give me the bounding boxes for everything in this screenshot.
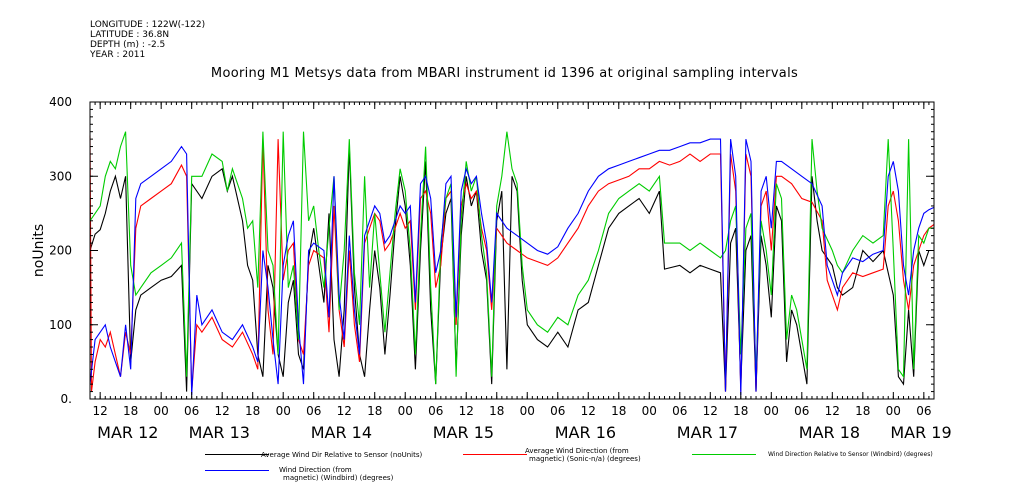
x-tick-label: 00 xyxy=(276,404,291,418)
y-tick-label: 0. xyxy=(61,392,72,406)
x-tick-label: 18 xyxy=(489,404,504,418)
x-tick-label: 00 xyxy=(520,404,535,418)
meta-depth: DEPTH (m) : -2.5 xyxy=(90,40,166,50)
series-line-3 xyxy=(89,138,935,396)
x-day-label: MAR 16 xyxy=(555,423,616,442)
x-tick-label: 00 xyxy=(398,404,413,418)
x-tick-label: 00 xyxy=(154,404,169,418)
x-tick-label: 12 xyxy=(215,404,230,418)
legend-label: Wind Direction Relative to Sensor (Windb… xyxy=(768,451,933,458)
x-tick-label: 18 xyxy=(611,404,626,418)
legend-item-wind-dir-windbird: Wind Direction (from magnetic) (Windbird… xyxy=(205,466,445,486)
legend-swatch xyxy=(205,470,269,471)
legend-label: Average Wind Direction (from xyxy=(525,447,629,455)
x-tick-label: 06 xyxy=(306,404,321,418)
legend-item-wind-dir-rel-windbird: Wind Direction Relative to Sensor (Windb… xyxy=(692,449,962,469)
x-day-label: MAR 17 xyxy=(677,423,738,442)
x-tick-label: 12 xyxy=(581,404,596,418)
x-tick-label: 18 xyxy=(123,404,138,418)
x-tick-label: 06 xyxy=(184,404,199,418)
x-tick-label: 18 xyxy=(855,404,870,418)
x-tick-label: 12 xyxy=(703,404,718,418)
x-tick-label: 06 xyxy=(794,404,809,418)
y-tick-label: 100 xyxy=(49,318,72,332)
x-day-label: MAR 19 xyxy=(890,423,951,442)
metadata-block: LONGITUDE : 122W(-122) LATITUDE : 36.8N … xyxy=(90,20,205,60)
y-axis-label: noUnits xyxy=(31,224,47,277)
x-tick-label: 00 xyxy=(764,404,779,418)
legend-swatch xyxy=(692,454,756,455)
legend-label: Average Wind Dir Relative to Sensor (noU… xyxy=(261,451,423,459)
x-day-label: MAR 13 xyxy=(189,423,250,442)
legend-item-avg-wind-dir-sonic: Average Wind Direction (from magnetic) (… xyxy=(463,447,693,467)
x-day-label: MAR 14 xyxy=(311,423,372,442)
legend-item-avg-wind-dir-rel: Average Wind Dir Relative to Sensor (noU… xyxy=(205,449,475,469)
x-tick-label: 12 xyxy=(337,404,352,418)
x-tick-label: 18 xyxy=(245,404,260,418)
y-tick-label: 400 xyxy=(49,95,72,109)
x-tick-label: 06 xyxy=(672,404,687,418)
y-tick-label: 300 xyxy=(49,169,72,183)
legend-label: magnetic) (Sonic-n/a) (degrees) xyxy=(529,455,641,463)
legend-swatch xyxy=(205,454,269,455)
x-day-label: MAR 12 xyxy=(97,423,158,442)
y-tick-label: 200 xyxy=(49,244,72,258)
x-tick-label: 06 xyxy=(428,404,443,418)
legend-swatch xyxy=(463,454,527,455)
series-line-2 xyxy=(89,131,934,385)
x-tick-label: 06 xyxy=(550,404,565,418)
meta-latitude: LATITUDE : 36.8N xyxy=(90,30,170,40)
x-tick-label: 00 xyxy=(886,404,901,418)
meta-year: YEAR : 2011 xyxy=(90,50,146,60)
legend-label: Wind Direction (from xyxy=(279,466,352,474)
legend-label: magnetic) (Windbird) (degrees) xyxy=(283,474,394,482)
meta-longitude: LONGITUDE : 122W(-122) xyxy=(90,20,206,30)
series-line-0 xyxy=(89,146,934,392)
x-tick-label: 18 xyxy=(733,404,748,418)
chart-title: Mooring M1 Metsys data from MBARI instru… xyxy=(210,66,799,81)
x-tick-label: 12 xyxy=(459,404,474,418)
x-tick-label: 06 xyxy=(916,404,931,418)
x-tick-label: 12 xyxy=(825,404,840,418)
x-tick-label: 18 xyxy=(367,404,382,418)
x-day-label: MAR 18 xyxy=(799,423,860,442)
x-day-label: MAR 15 xyxy=(433,423,494,442)
x-tick-label: 00 xyxy=(642,404,657,418)
x-tick-label: 12 xyxy=(93,404,108,418)
